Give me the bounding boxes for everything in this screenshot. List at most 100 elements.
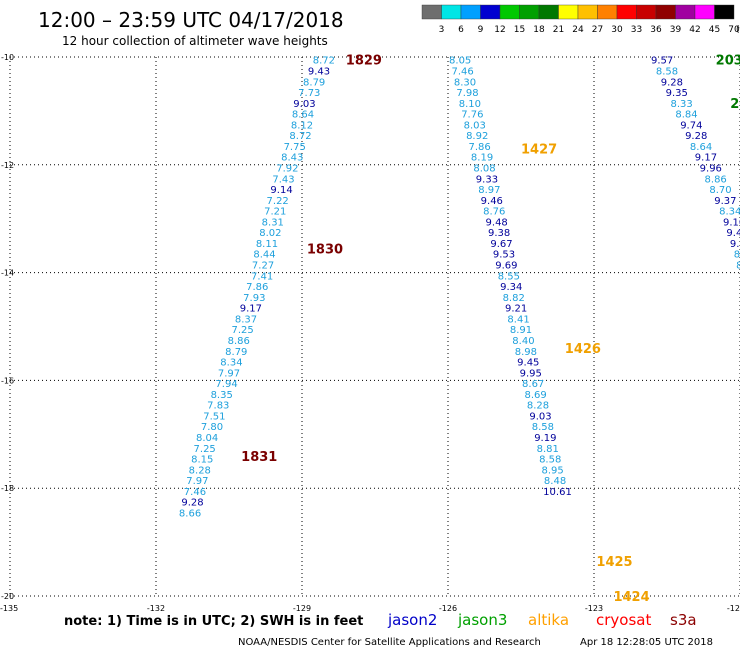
x-tick-label: -123 — [585, 604, 603, 613]
legend-swatch — [538, 4, 559, 20]
data-point-label: 7.21 — [264, 207, 286, 218]
data-point-label: 8.43 — [281, 153, 303, 164]
data-point-label: 8.72 — [313, 56, 335, 67]
data-point-label: 8.79 — [225, 347, 247, 358]
time-label: 1426 — [565, 342, 601, 357]
legend-swatch — [499, 4, 520, 20]
data-point-label: 9.37 — [714, 196, 736, 207]
data-point-label: 9.46 — [481, 196, 503, 207]
data-point-label: 7.41 — [251, 271, 273, 282]
data-point-label: 8.48 — [544, 476, 566, 487]
legend-swatch — [597, 4, 618, 20]
footer-timestamp: Apr 18 12:28:05 UTC 2018 — [580, 637, 713, 648]
data-point-label: 8.05 — [449, 56, 471, 67]
data-point-label: 8.97 — [478, 185, 500, 196]
data-point-label: 7.27 — [252, 261, 274, 272]
data-point-label: 8.28 — [527, 401, 549, 412]
data-point-label: 8.81 — [537, 444, 559, 455]
data-point-label: 8.34 — [719, 207, 740, 218]
legend-tick-label: 42 — [689, 25, 700, 35]
data-point-label: 9.17 — [695, 153, 717, 164]
data-point-label: 8.17 — [736, 261, 740, 272]
data-point-label: 8.84 — [675, 110, 697, 121]
data-point-label: 9.03 — [293, 99, 315, 110]
data-point-label: 8.04 — [196, 433, 218, 444]
data-point-label: 9.19 — [534, 433, 556, 444]
data-point-label: 8.67 — [522, 379, 544, 390]
legend-swatch — [441, 4, 462, 20]
data-point-label: 9.74 — [680, 120, 702, 131]
legend-tick-label: 24 — [572, 25, 584, 35]
data-point-label: 8.70 — [709, 185, 731, 196]
y-tick-label: -20 — [1, 592, 14, 601]
time-label: 2038 — [716, 54, 740, 69]
data-point-label: 9.38 — [488, 228, 510, 239]
time-label: 1425 — [596, 555, 632, 570]
legend-tick-label: 70 — [728, 25, 740, 35]
data-point-label: 9.21 — [505, 304, 527, 315]
data-point-label: 9.33 — [476, 174, 498, 185]
data-point-label: 9.69 — [495, 261, 517, 272]
legend-tick-label: 12 — [494, 25, 505, 35]
legend-tick-label: 18 — [533, 25, 545, 35]
data-point-label: 8.55 — [498, 271, 520, 282]
mission-cryosat-label: cryosat — [596, 611, 651, 629]
time-label: 1829 — [346, 54, 382, 69]
data-point-label: 9.10 — [723, 217, 740, 228]
data-point-label: 9.40 — [726, 228, 740, 239]
legend-tick-label: 21 — [553, 25, 564, 35]
y-tick-label: -12 — [1, 161, 14, 170]
legend-swatch — [714, 4, 735, 20]
x-tick-label: -12 — [727, 604, 740, 613]
footer-credit: NOAA/NESDIS Center for Satellite Applica… — [238, 637, 541, 648]
legend-swatch — [519, 4, 540, 20]
data-point-label: 7.97 — [218, 368, 240, 379]
data-point-label: 7.83 — [207, 401, 229, 412]
data-point-label: 8.35 — [211, 390, 233, 401]
data-point-label: 7.46 — [184, 487, 206, 498]
data-point-label: 9.14 — [270, 185, 292, 196]
time-label: 1427 — [521, 143, 557, 158]
data-points: 8.729.438.797.739.038.648.128.727.758.43… — [179, 56, 740, 520]
data-point-label: 9.17 — [240, 304, 262, 315]
page-title: 12:00 – 23:59 UTC 04/17/2018 — [38, 8, 344, 32]
legend-tick-label: 15 — [514, 25, 525, 35]
data-point-label: 8.92 — [466, 131, 488, 142]
data-point-label: 7.92 — [276, 163, 298, 174]
data-point-label: 7.94 — [215, 379, 237, 390]
time-labels: 1829 1830 1831 1427 1426 1425 1424 2038 2039 — [241, 54, 740, 605]
mission-jason2-label: jason2 — [387, 611, 437, 629]
y-tick-label: -10 — [1, 53, 14, 62]
data-point-label: 9.96 — [700, 163, 722, 174]
data-point-label: 8.41 — [507, 314, 529, 325]
data-point-label: 7.46 — [451, 66, 473, 77]
footer-note: note: 1) Time is in UTC; 2) SWH is in fe… — [64, 614, 363, 629]
data-point-label: 8.64 — [690, 142, 712, 153]
time-label: 1831 — [241, 450, 277, 465]
legend-swatch — [655, 4, 676, 20]
legend-swatch — [616, 4, 637, 20]
legend-swatch — [577, 4, 598, 20]
data-point-label: 9.18 — [730, 239, 740, 250]
data-point-label: 8.64 — [292, 110, 314, 121]
data-point-label: 8.69 — [524, 390, 546, 401]
data-point-label: 9.48 — [486, 217, 508, 228]
data-point-label: 7.22 — [267, 196, 289, 207]
data-point-label: 9.45 — [517, 358, 539, 369]
data-point-label: 8.03 — [464, 120, 486, 131]
data-point-label: 10.61 — [543, 487, 572, 498]
y-tick-label: -14 — [1, 269, 14, 278]
data-point-label: 8.02 — [259, 228, 281, 239]
data-point-label: 8.76 — [483, 207, 505, 218]
data-point-label: 7.25 — [194, 444, 216, 455]
data-point-label: 8.66 — [179, 508, 201, 519]
data-point-label: 8.37 — [235, 314, 257, 325]
data-point-label: 9.43 — [308, 66, 330, 77]
data-point-label: 7.25 — [231, 325, 253, 336]
data-point-label: 8.15 — [191, 455, 213, 466]
legend-tick-label: 39 — [670, 25, 682, 35]
legend-swatch — [694, 4, 715, 20]
data-point-label: 7.86 — [469, 142, 491, 153]
